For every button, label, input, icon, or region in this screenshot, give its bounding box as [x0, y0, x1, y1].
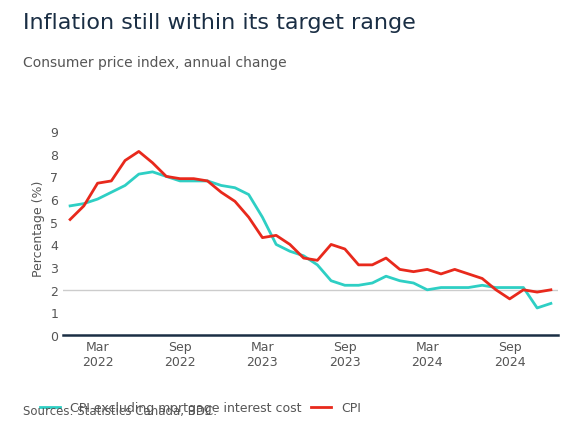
- Text: Consumer price index, annual change: Consumer price index, annual change: [23, 56, 286, 70]
- Legend: CPI excluding mortgage interest cost, CPI: CPI excluding mortgage interest cost, CP…: [35, 396, 366, 419]
- Text: Sources: Statistics Canada, BDC.: Sources: Statistics Canada, BDC.: [23, 404, 217, 417]
- Y-axis label: Percentage (%): Percentage (%): [32, 180, 45, 276]
- Text: Inflation still within its target range: Inflation still within its target range: [23, 13, 416, 33]
